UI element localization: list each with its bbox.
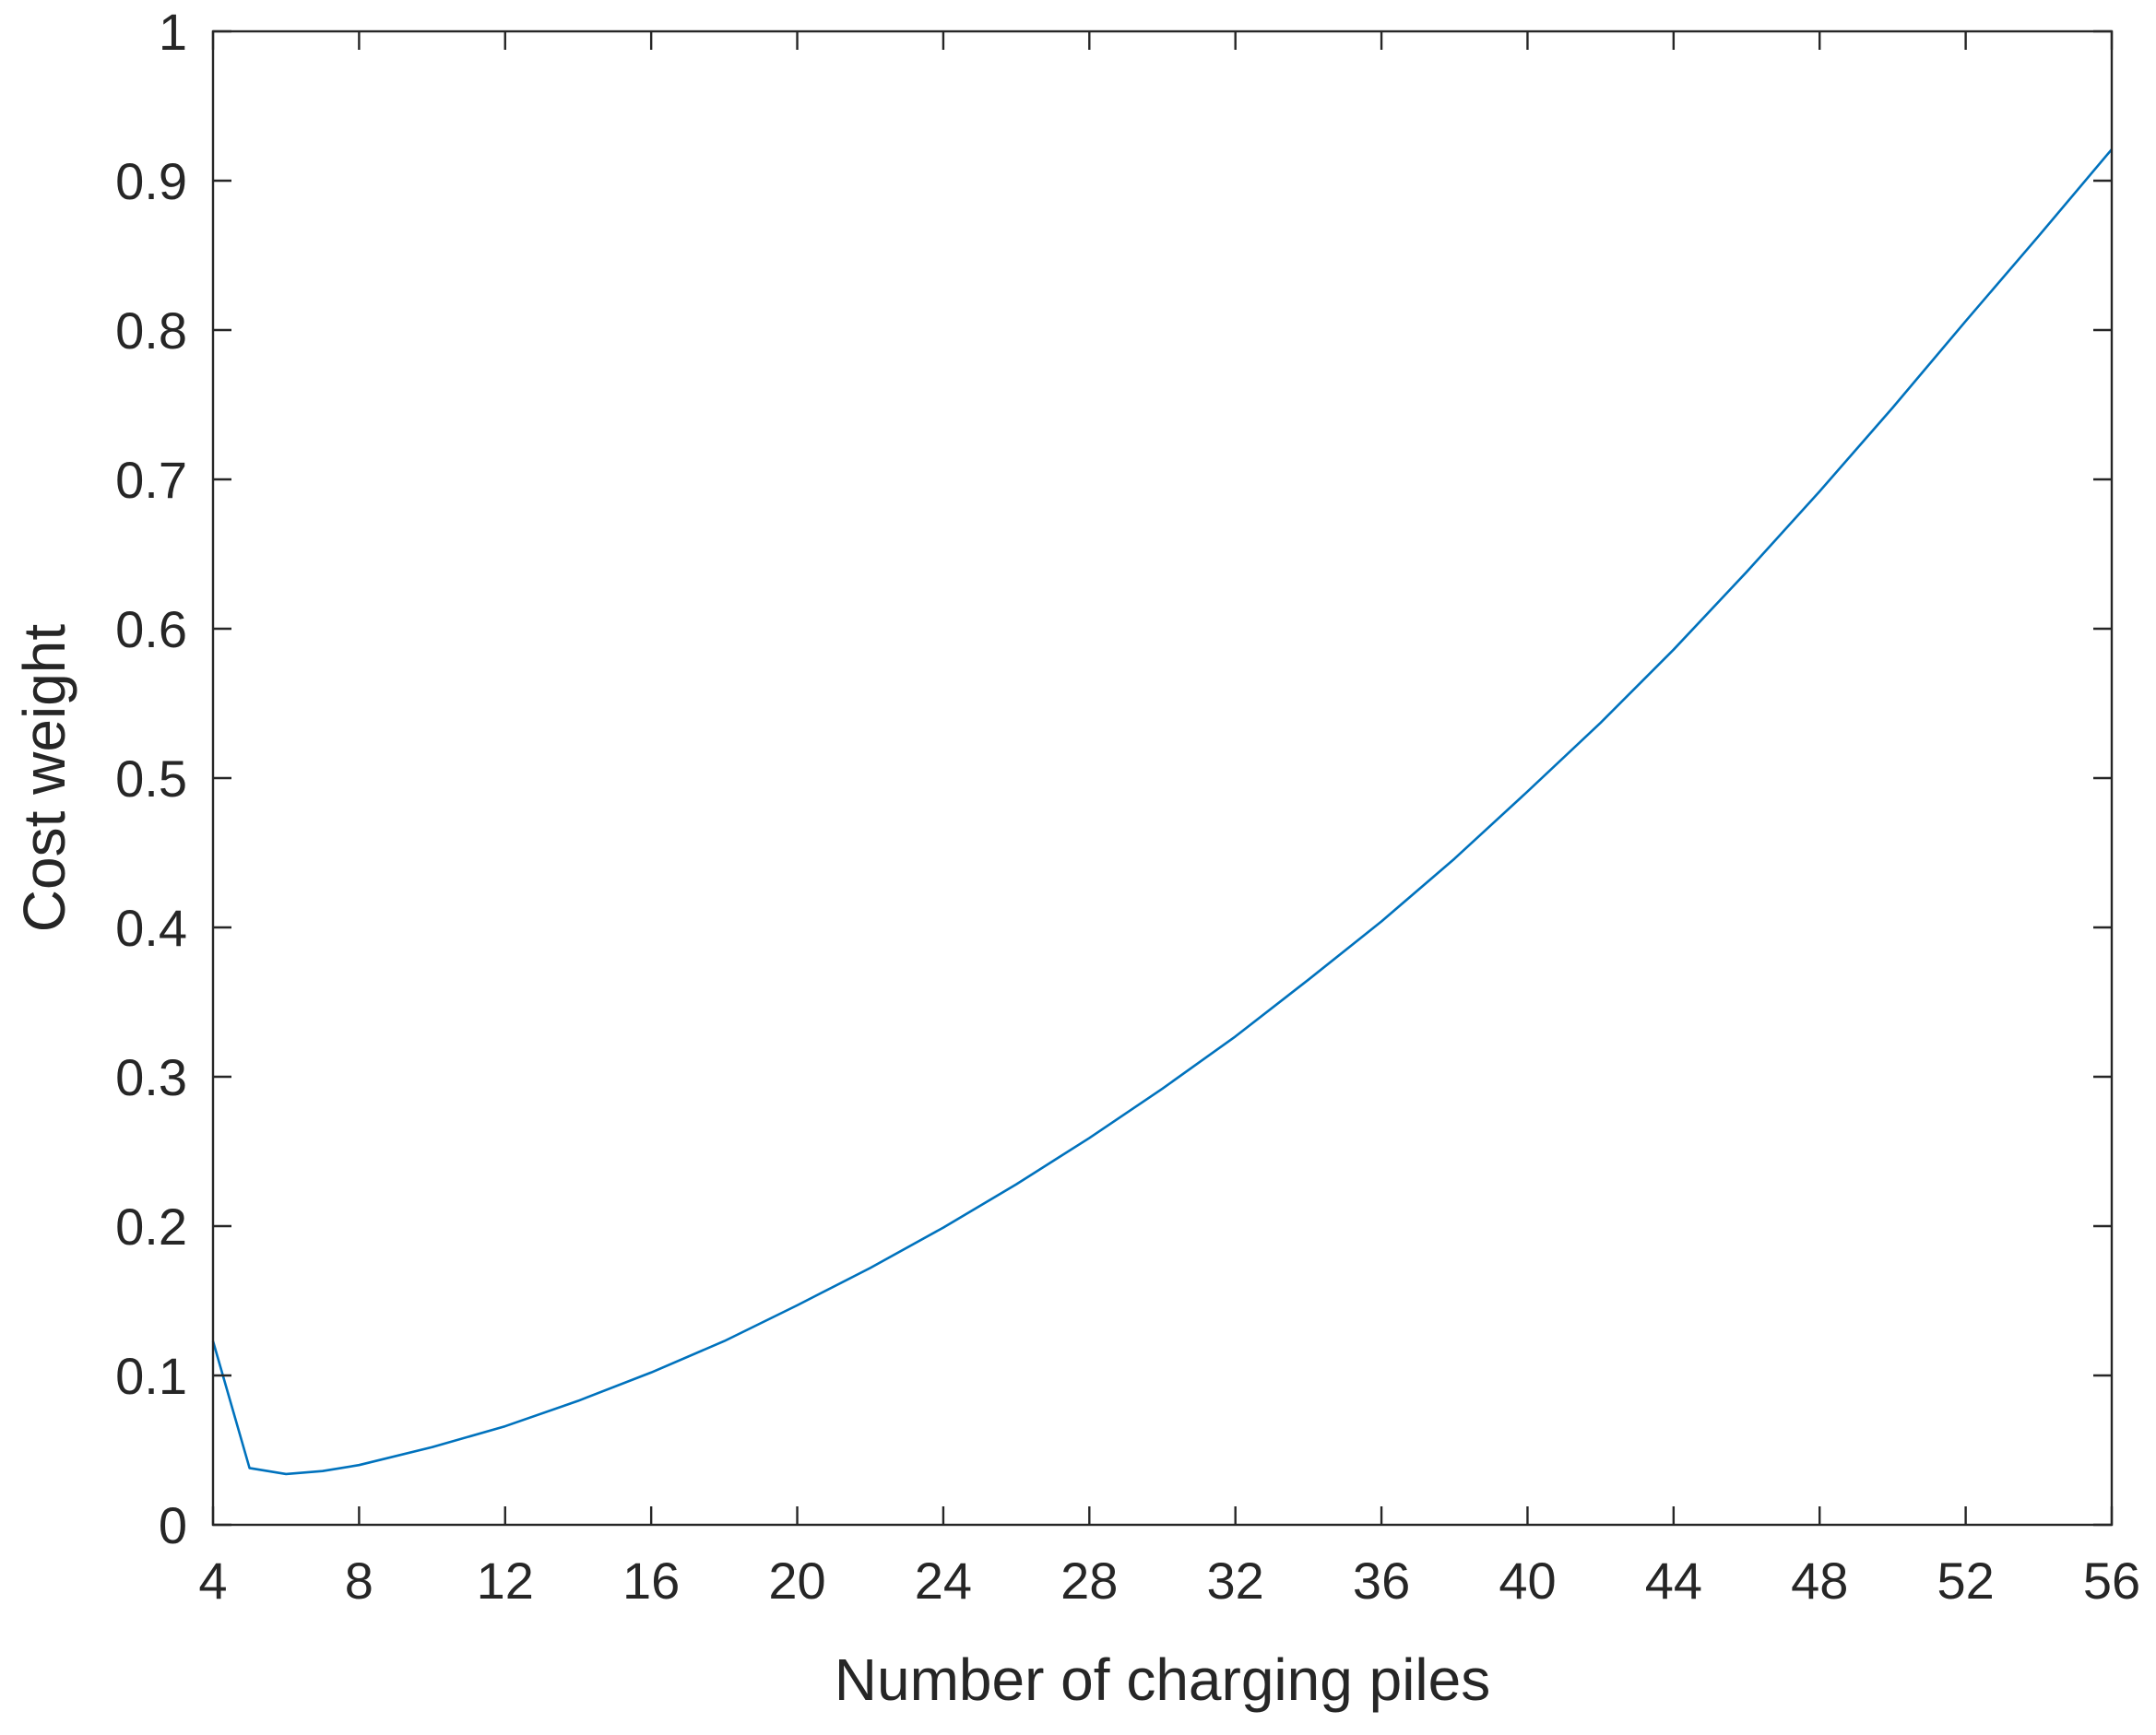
y-tick-label: 0.1 xyxy=(115,1347,187,1405)
x-tick-label: 44 xyxy=(1645,1552,1702,1610)
x-tick-label: 4 xyxy=(198,1552,227,1610)
x-tick-label: 52 xyxy=(1937,1552,1994,1610)
y-tick-label: 0.8 xyxy=(115,301,187,360)
x-tick-label: 8 xyxy=(345,1552,373,1610)
x-tick-label: 32 xyxy=(1207,1552,1264,1610)
y-tick-label: 0.7 xyxy=(115,451,187,509)
y-tick-label: 1 xyxy=(159,3,187,61)
plot-area: 4 8 12 16 20 24 28 32 36 40 44 48 52 5600.10.20.30.40… xyxy=(115,3,2140,1610)
x-tick-label: 16 xyxy=(622,1552,680,1610)
x-tick-label: 24 xyxy=(915,1552,972,1610)
x-tick-label: 40 xyxy=(1499,1552,1556,1610)
y-tick-label: 0.4 xyxy=(115,899,187,957)
x-tick-label: 12 xyxy=(477,1552,534,1610)
x-tick-label: 36 xyxy=(1353,1552,1410,1610)
x-tick-label: 48 xyxy=(1791,1552,1848,1610)
series-line-1 xyxy=(211,148,2113,1476)
y-tick-label: 0.5 xyxy=(115,749,187,808)
y-tick-label: 0 xyxy=(159,1496,187,1554)
y-axis-label: Cost weight xyxy=(11,624,77,933)
y-tick-label: 0.2 xyxy=(115,1198,187,1256)
y-tick-label: 0.6 xyxy=(115,600,187,658)
x-tick-label: 20 xyxy=(768,1552,825,1610)
x-tick-label: 56 xyxy=(2083,1552,2140,1610)
x-axis-label: Number of charging piles xyxy=(835,1646,1490,1713)
y-tick-label: 0.9 xyxy=(115,152,187,210)
x-tick-label: 28 xyxy=(1060,1552,1118,1610)
y-tick-label: 0.3 xyxy=(115,1048,187,1106)
